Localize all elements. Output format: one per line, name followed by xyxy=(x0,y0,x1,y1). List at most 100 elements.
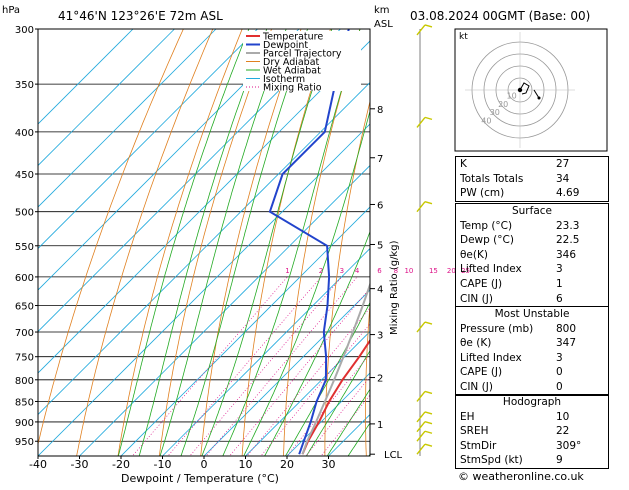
surface-row-label: Dewp (°C) xyxy=(460,233,556,248)
k-index-label: K xyxy=(460,157,556,172)
mu-row-label: CIN (J) xyxy=(460,380,556,395)
isotherm-line xyxy=(0,29,299,456)
dry-adiabat-line xyxy=(159,29,272,460)
totals-value: 34 xyxy=(556,172,604,187)
date-label: 03.08.2024 00GMT (Base: 00) xyxy=(410,9,590,23)
pressure-tick-label: 650 xyxy=(15,302,34,313)
x-tick-label: 10 xyxy=(239,458,253,471)
dry-adiabat-line xyxy=(405,29,448,460)
totals-label: Totals Totals xyxy=(460,172,556,187)
wind-barb xyxy=(417,322,432,332)
storm-motion-dot xyxy=(538,97,541,100)
wind-barb xyxy=(417,431,432,441)
surface-title: Surface xyxy=(456,204,608,219)
x-tick-label: -30 xyxy=(71,458,89,471)
mixing-ratio-label: 15 xyxy=(429,267,438,275)
mu-row-value: 800 xyxy=(556,322,604,337)
wind-barb xyxy=(417,412,432,422)
hodo-row-value: 22 xyxy=(556,424,604,439)
mixing-ratio-line xyxy=(244,277,396,460)
mixing-ratio-line xyxy=(187,277,342,460)
hodo-row-value: 10 xyxy=(556,410,604,425)
pressure-tick-label: 950 xyxy=(15,437,34,448)
hodograph-center-dot xyxy=(518,88,522,92)
wet-adiabat-line xyxy=(159,29,286,460)
pressure-tick-label: 450 xyxy=(15,170,34,181)
pressure-tick-label: 500 xyxy=(15,208,34,219)
pw-value: 4.69 xyxy=(556,186,604,201)
hodo-row-value: 309° xyxy=(556,439,604,454)
mixing-ratio-line xyxy=(165,277,321,460)
wet-adiabat-line xyxy=(117,29,249,460)
wet-adiabat-line xyxy=(180,29,308,460)
pressure-tick-label: 850 xyxy=(15,397,34,408)
km-tick-label: 5 xyxy=(377,240,383,251)
dry-adiabat-line xyxy=(34,29,183,460)
surface-table: Surface Temp (°C)23.3 Dewp (°C)22.5 θe(K… xyxy=(455,203,609,307)
wind-barb xyxy=(417,444,432,454)
hodograph-ring-label: 40 xyxy=(481,117,491,126)
mu-row-value: 0 xyxy=(556,365,604,380)
legend-entry: Mixing Ratio xyxy=(263,83,322,94)
km-tick-label: 8 xyxy=(377,105,383,116)
km-tick-label: 7 xyxy=(377,154,383,165)
x-tick-label: 0 xyxy=(201,458,208,471)
mu-row-label: θe (K) xyxy=(460,336,556,351)
hodo-row-value: 9 xyxy=(556,453,604,468)
x-tick-label: 30 xyxy=(322,458,336,471)
mixing-ratio-line xyxy=(129,277,287,460)
pressure-tick-label: 300 xyxy=(15,25,34,36)
pressure-tick-label: 750 xyxy=(15,353,34,364)
hodograph-table-title: Hodograph xyxy=(456,395,608,410)
wind-barb xyxy=(417,391,432,401)
wind-barbs xyxy=(417,25,432,456)
isotherm-line xyxy=(0,29,382,456)
surface-row-label: Lifted Index xyxy=(460,262,556,277)
mu-row-label: Pressure (mb) xyxy=(460,322,556,337)
hpa-label: hPa xyxy=(2,5,20,16)
wet-adiabat-line xyxy=(200,29,332,460)
surface-row-value: 1 xyxy=(556,277,604,292)
surface-row-value: 346 xyxy=(556,248,604,263)
surface-row-value: 22.5 xyxy=(556,233,604,248)
pressure-tick-label: 550 xyxy=(15,242,34,253)
mixing-ratio-label: 10 xyxy=(404,267,413,275)
hodograph-kt-label: kt xyxy=(459,32,468,42)
surface-row-label: CIN (J) xyxy=(460,292,556,307)
copyright: © weatheronline.co.uk xyxy=(458,470,584,483)
x-tick-label: -20 xyxy=(112,458,130,471)
hodo-row-label: EH xyxy=(460,410,556,425)
pressure-tick-label: 600 xyxy=(15,273,34,284)
most-unstable-title: Most Unstable xyxy=(456,307,608,322)
lcl-label: LCL xyxy=(384,450,403,461)
pressure-tick-label: 350 xyxy=(15,80,34,91)
pressure-tick-label: 400 xyxy=(15,128,34,139)
x-axis-label: Dewpoint / Temperature (°C) xyxy=(121,472,279,485)
mixing-ratio-line xyxy=(227,277,380,460)
isotherm-line xyxy=(38,29,465,456)
mixing-ratio-label: 3 xyxy=(340,267,344,275)
surface-row-label: CAPE (J) xyxy=(460,277,556,292)
wind-barb xyxy=(417,422,432,432)
mu-row-label: Lifted Index xyxy=(460,351,556,366)
pressure-tick-label: 900 xyxy=(15,418,34,429)
surface-row-label: θe(K) xyxy=(460,248,556,263)
isotherm-line xyxy=(0,29,424,456)
dry-adiabat-line xyxy=(618,29,629,460)
chart-title: 41°46'N 123°26'E 72m ASL xyxy=(58,9,223,23)
surface-row-label: Temp (°C) xyxy=(460,219,556,234)
km-label: km xyxy=(374,5,390,16)
pressure-tick-label: 800 xyxy=(15,376,34,387)
isotherm-line xyxy=(0,29,258,456)
surface-row-value: 23.3 xyxy=(556,219,604,234)
mu-row-value: 3 xyxy=(556,351,604,366)
mu-row-label: CAPE (J) xyxy=(460,365,556,380)
hodo-row-label: StmDir xyxy=(460,439,556,454)
x-tick-label: 20 xyxy=(280,458,294,471)
km-tick-label: 2 xyxy=(377,374,383,385)
pressure-tick-label: 700 xyxy=(15,328,34,339)
